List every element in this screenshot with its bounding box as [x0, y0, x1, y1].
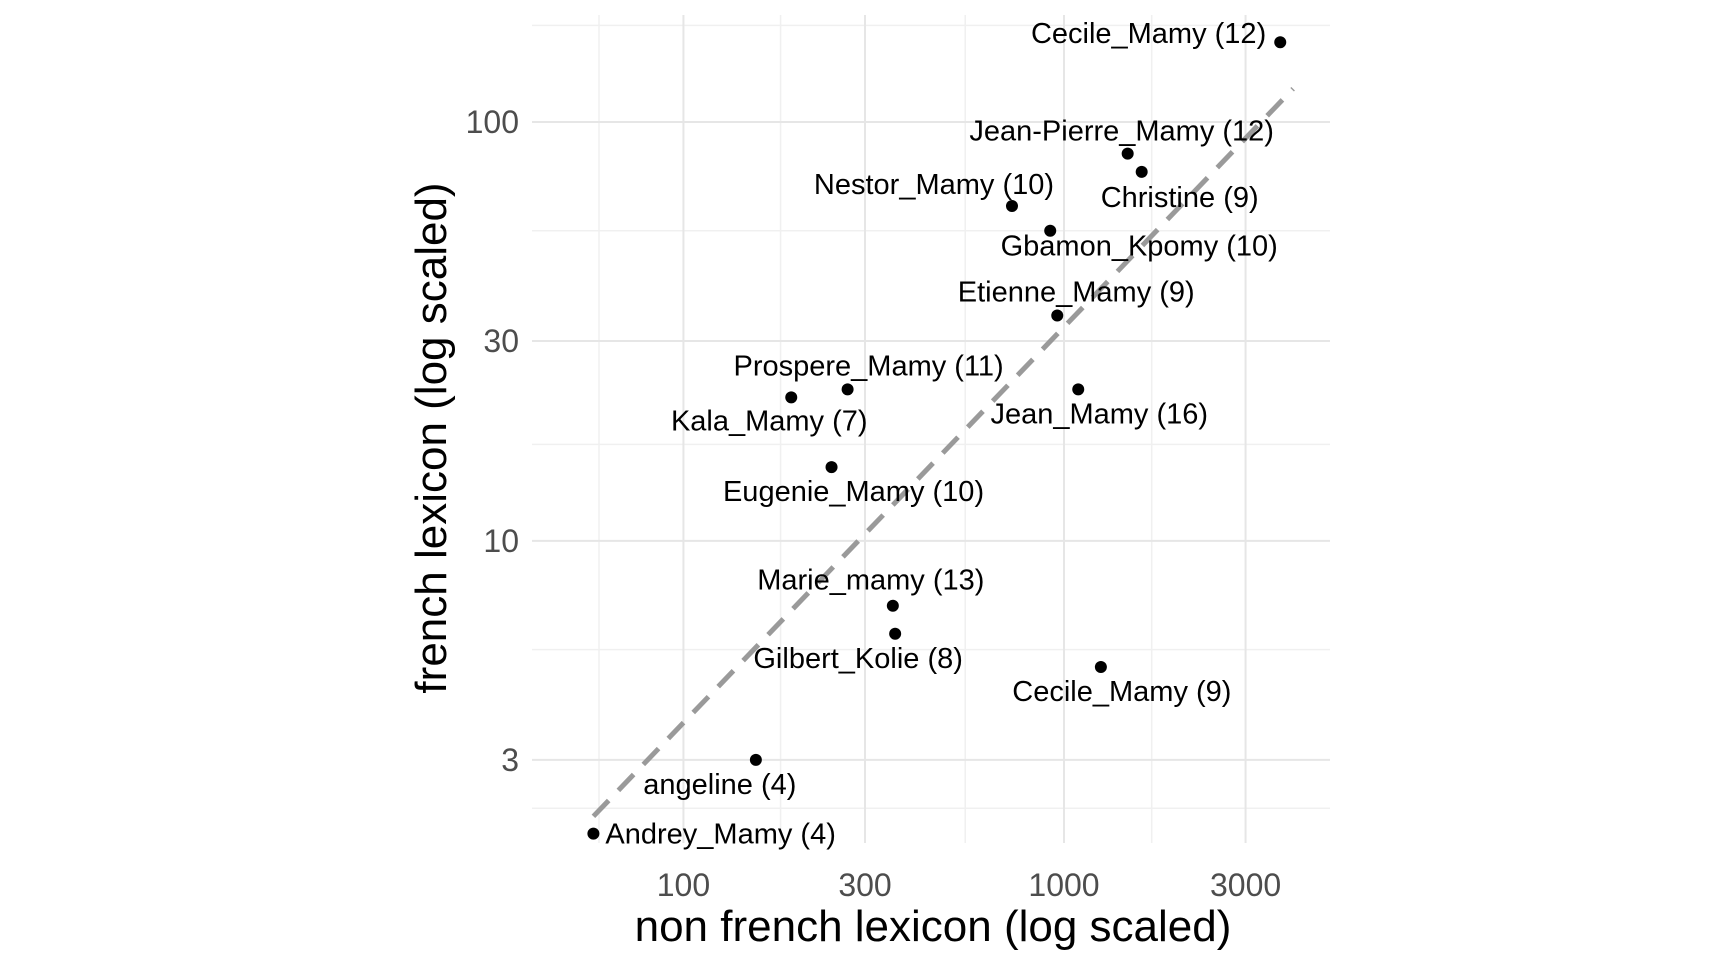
y-axis-title: french lexicon (log scaled): [407, 182, 456, 693]
y-tick-label: 10: [483, 523, 519, 559]
point-label: Jean-Pierre_Mamy (12): [969, 116, 1274, 148]
point-label: Marie_mamy (13): [757, 565, 984, 597]
x-axis-title: non french lexicon (log scaled): [635, 902, 1232, 951]
reference-line: [591, 87, 1295, 819]
reference-line-layer: [591, 87, 1295, 819]
data-point: [841, 383, 854, 396]
data-point: [1094, 660, 1107, 673]
data-point: [1044, 224, 1057, 237]
point-label: Gilbert_Kolie (8): [753, 643, 963, 675]
point-label: Christine (9): [1101, 182, 1259, 214]
grid: [532, 15, 1330, 843]
y-tick-label: 100: [466, 104, 519, 140]
point-label: Nestor_Mamy (10): [814, 169, 1054, 201]
x-tick-label: 100: [657, 867, 710, 903]
x-tick-label: 3000: [1210, 867, 1281, 903]
data-point: [1005, 199, 1018, 212]
point-label: Gbamon_Kpomy (10): [1001, 231, 1278, 263]
point-label: Andrey_Mamy (4): [605, 819, 835, 851]
point-label: angeline (4): [643, 769, 796, 801]
data-point: [1121, 147, 1134, 160]
x-tick-label: 300: [838, 867, 891, 903]
data-point: [1274, 36, 1287, 49]
point-label: Jean_Mamy (16): [990, 398, 1208, 430]
y-tick-label: 30: [483, 323, 519, 359]
data-point: [1072, 383, 1085, 396]
point-label: Cecile_Mamy (9): [1012, 676, 1231, 708]
point-label: Kala_Mamy (7): [671, 405, 868, 437]
data-point: [587, 827, 600, 840]
data-points: [587, 36, 1287, 840]
data-point: [1051, 309, 1064, 322]
point-label: Etienne_Mamy (9): [958, 277, 1195, 309]
point-label: Prospere_Mamy (11): [733, 350, 1003, 382]
tick-labels: 100 300 1000 3000 3 10 30 100: [466, 104, 1282, 903]
data-point: [889, 627, 902, 640]
x-tick-label: 1000: [1028, 867, 1099, 903]
y-tick-label: 3: [501, 742, 519, 778]
data-point: [825, 461, 838, 474]
point-labels: Cecile_Mamy (12) Jean-Pierre_Mamy (12) Chr…: [605, 18, 1277, 850]
point-label: Cecile_Mamy (12): [1031, 18, 1266, 50]
data-point: [886, 599, 899, 612]
point-label: Eugenie_Mamy (10): [723, 476, 984, 508]
data-point: [749, 753, 762, 766]
data-point: [785, 391, 798, 404]
data-point: [1135, 165, 1148, 178]
